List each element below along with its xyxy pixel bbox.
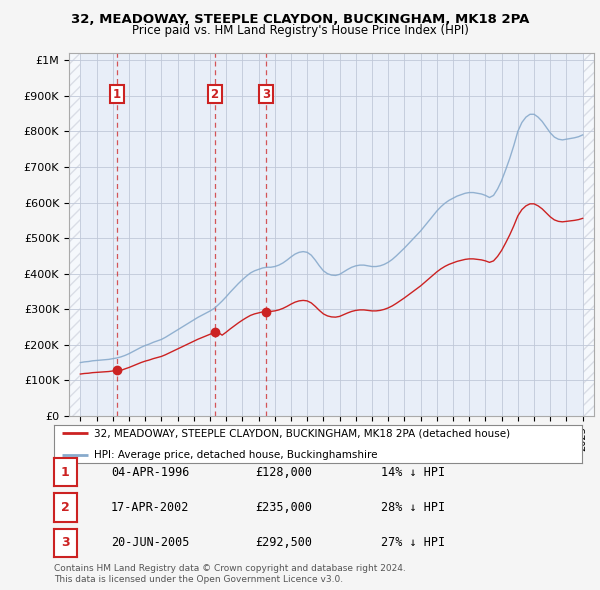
- Text: 20-JUN-2005: 20-JUN-2005: [111, 536, 190, 549]
- Text: 2: 2: [211, 87, 219, 100]
- Text: Contains HM Land Registry data © Crown copyright and database right 2024.: Contains HM Land Registry data © Crown c…: [54, 565, 406, 573]
- Text: £235,000: £235,000: [255, 501, 312, 514]
- Text: 14% ↓ HPI: 14% ↓ HPI: [381, 466, 445, 478]
- Text: Price paid vs. HM Land Registry's House Price Index (HPI): Price paid vs. HM Land Registry's House …: [131, 24, 469, 37]
- Text: 04-APR-1996: 04-APR-1996: [111, 466, 190, 478]
- Text: 17-APR-2002: 17-APR-2002: [111, 501, 190, 514]
- Text: 28% ↓ HPI: 28% ↓ HPI: [381, 501, 445, 514]
- Text: 27% ↓ HPI: 27% ↓ HPI: [381, 536, 445, 549]
- Text: 1: 1: [61, 466, 70, 478]
- Text: 32, MEADOWAY, STEEPLE CLAYDON, BUCKINGHAM, MK18 2PA (detached house): 32, MEADOWAY, STEEPLE CLAYDON, BUCKINGHA…: [94, 428, 510, 438]
- Text: HPI: Average price, detached house, Buckinghamshire: HPI: Average price, detached house, Buck…: [94, 450, 377, 460]
- Bar: [69, 53, 80, 416]
- Text: 1: 1: [113, 87, 121, 100]
- Text: 2: 2: [61, 501, 70, 514]
- Text: 32, MEADOWAY, STEEPLE CLAYDON, BUCKINGHAM, MK18 2PA: 32, MEADOWAY, STEEPLE CLAYDON, BUCKINGHA…: [71, 13, 529, 26]
- Text: 3: 3: [262, 87, 270, 100]
- Text: 3: 3: [61, 536, 70, 549]
- Bar: [583, 53, 594, 416]
- Text: £128,000: £128,000: [255, 466, 312, 478]
- Text: This data is licensed under the Open Government Licence v3.0.: This data is licensed under the Open Gov…: [54, 575, 343, 584]
- Text: £292,500: £292,500: [255, 536, 312, 549]
